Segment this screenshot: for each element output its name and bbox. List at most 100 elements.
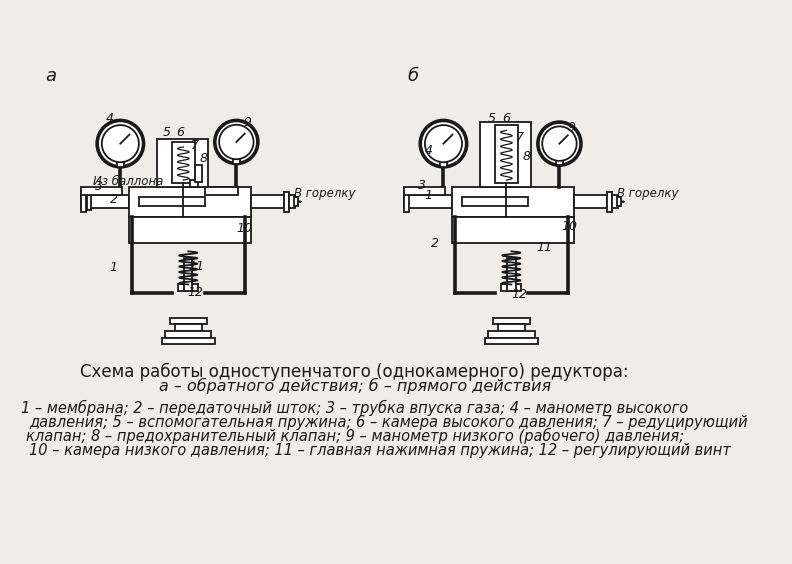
Bar [485, 337, 538, 344]
Bar [157, 139, 208, 187]
Text: 10 – камера низкого давления; 11 – главная нажимная пружина; 12 – регулирующий в: 10 – камера низкого давления; 11 – главн… [29, 443, 731, 457]
Bar [178, 284, 198, 291]
Bar [480, 122, 531, 187]
Bar [128, 187, 251, 217]
Bar [128, 217, 251, 243]
Bar [81, 195, 128, 208]
Bar [440, 161, 447, 167]
Bar [404, 187, 445, 195]
Text: 10: 10 [562, 220, 577, 233]
Bar [288, 195, 295, 208]
Text: 11: 11 [188, 260, 204, 273]
Text: клапан; 8 – предохранительный клапан; 9 – манометр низкого (рабочего) давления;: клапан; 8 – предохранительный клапан; 9 … [26, 428, 683, 444]
Bar [195, 165, 201, 182]
Bar [139, 197, 205, 206]
Text: а – обратного действия; б – прямого действия: а – обратного действия; б – прямого дейс… [158, 378, 551, 394]
Text: 5: 5 [162, 126, 171, 139]
Text: 6: 6 [502, 112, 510, 125]
Bar [162, 337, 215, 344]
Text: В горелку: В горелку [618, 187, 679, 200]
Text: б: б [408, 67, 419, 85]
Circle shape [102, 125, 139, 162]
Bar [81, 191, 86, 213]
Bar [574, 195, 607, 208]
Text: Схема работы одноступенчатого (однокамерного) редуктора:: Схема работы одноступенчатого (однокамер… [81, 362, 629, 381]
Text: 9: 9 [244, 116, 252, 129]
Circle shape [421, 121, 466, 167]
Bar [495, 125, 518, 183]
Bar [507, 258, 516, 291]
Text: 12: 12 [187, 287, 203, 299]
Bar [175, 324, 201, 331]
Text: 2: 2 [431, 236, 440, 249]
Bar [139, 197, 205, 206]
Circle shape [425, 125, 462, 162]
Bar [404, 195, 451, 208]
Bar [462, 197, 528, 206]
Circle shape [215, 121, 258, 164]
Bar [404, 191, 409, 213]
Text: 1: 1 [425, 188, 432, 201]
Bar [172, 142, 195, 183]
Bar [81, 195, 128, 208]
Text: 3: 3 [95, 180, 103, 193]
Circle shape [543, 126, 577, 161]
Bar [117, 161, 124, 167]
Bar [157, 139, 208, 187]
Text: 8: 8 [522, 149, 531, 162]
Bar [172, 142, 195, 183]
Bar [205, 187, 238, 195]
Bar [251, 195, 284, 208]
Text: 1: 1 [110, 262, 118, 275]
Text: 12: 12 [512, 288, 527, 301]
Text: 1 – мембрана; 2 – передаточный шток; 3 – трубка впуска газа; 4 – манометр высоко: 1 – мембрана; 2 – передаточный шток; 3 –… [21, 400, 688, 416]
Text: 3: 3 [418, 179, 426, 192]
Circle shape [97, 121, 143, 167]
Text: 11: 11 [536, 241, 553, 254]
Text: 7: 7 [191, 139, 199, 152]
Text: давления; 5 – вспомогательная пружина; 6 – камера высокого давления; 7 – редуцир: давления; 5 – вспомогательная пружина; 6… [29, 415, 748, 430]
Bar [165, 331, 211, 337]
Bar [618, 197, 621, 206]
Bar [170, 318, 207, 324]
Bar [607, 192, 612, 212]
Bar [233, 158, 239, 164]
Bar [493, 318, 530, 324]
Bar [501, 284, 521, 291]
Bar [462, 197, 528, 206]
Text: 4: 4 [425, 144, 432, 157]
Text: 10: 10 [237, 222, 253, 235]
Text: 9: 9 [567, 121, 575, 134]
Bar [128, 187, 251, 217]
Bar [556, 160, 562, 165]
Bar [451, 187, 574, 217]
Text: 4: 4 [105, 112, 113, 125]
Text: 5: 5 [488, 112, 496, 125]
Text: Из баллона: Из баллона [93, 175, 163, 188]
Bar [295, 197, 298, 206]
Bar [451, 217, 574, 243]
Bar [488, 331, 535, 337]
Bar [451, 187, 574, 217]
Text: 6: 6 [176, 126, 184, 139]
Text: 2: 2 [110, 193, 118, 206]
Text: В горелку: В горелку [295, 187, 356, 200]
Bar [404, 187, 445, 195]
Bar [404, 195, 451, 208]
Bar [611, 195, 619, 208]
Text: 8: 8 [200, 152, 208, 165]
Bar [451, 217, 574, 243]
Bar [87, 193, 90, 210]
Text: а: а [45, 67, 56, 85]
Bar [81, 187, 122, 195]
Bar [495, 125, 518, 183]
Bar [498, 324, 524, 331]
Bar [190, 180, 198, 187]
Bar [480, 122, 531, 187]
Bar [81, 187, 122, 195]
Circle shape [219, 125, 253, 159]
Bar [184, 258, 192, 291]
Text: 7: 7 [516, 130, 524, 143]
Bar [284, 192, 289, 212]
Circle shape [538, 122, 581, 165]
